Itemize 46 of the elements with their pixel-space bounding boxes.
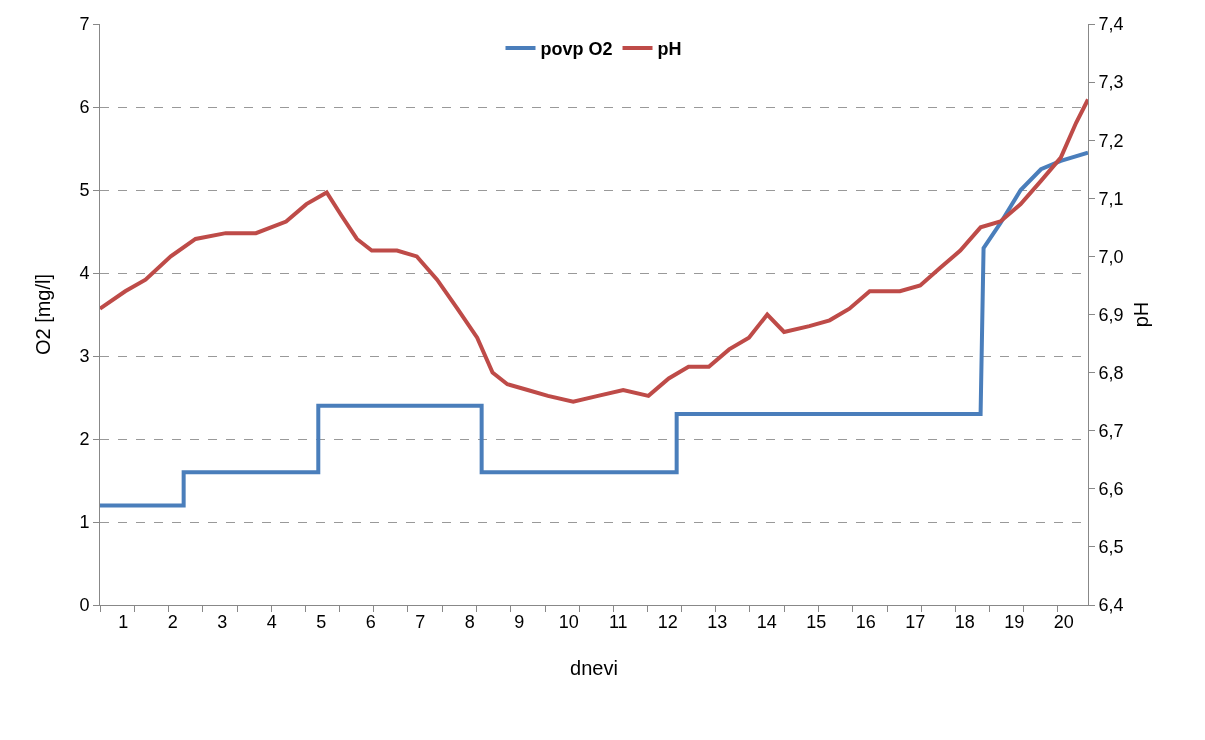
y2-tick-label: 7,4: [1098, 14, 1124, 35]
x-tick-label: 17: [905, 611, 926, 632]
x-tick-label: 5: [316, 611, 327, 632]
x-tick-label: 7: [415, 611, 426, 632]
y2-tick-label: 6,8: [1098, 362, 1124, 383]
x-tick-label: 6: [365, 611, 376, 632]
y2-tick-label: 6,6: [1098, 479, 1124, 500]
line-series: [100, 97, 1088, 404]
y-axis-title: O2 [mg/l]: [32, 273, 54, 356]
x-tick-label: 11: [608, 611, 628, 632]
x-tick-label: 20: [1053, 611, 1074, 632]
y2-tick-label: 6,7: [1098, 421, 1124, 441]
y-tick-label: 3: [79, 346, 90, 367]
x-tick-label: 8: [464, 611, 475, 632]
y2-tick-label: 7,0: [1098, 246, 1124, 267]
y2-tick-label: 6,4: [1098, 595, 1124, 616]
x-tick-label: 9: [514, 611, 525, 632]
x-tick-label: 16: [855, 611, 876, 632]
y2-tick-label: 6,9: [1098, 304, 1124, 325]
x-tick-label: 19: [1004, 611, 1025, 632]
x-tick-label: 18: [954, 611, 975, 632]
y2-tick-label: 7,1: [1098, 188, 1124, 209]
x-tick-label: 12: [657, 611, 678, 632]
y-tick-label: 0: [79, 595, 90, 616]
y2-axis-title: pH: [1130, 301, 1152, 328]
x-tick-label: 15: [806, 611, 827, 632]
y2-tick-label: 7,3: [1098, 72, 1124, 93]
x-axis-title: dnevi: [570, 657, 618, 680]
y-tick-label: 1: [79, 512, 90, 533]
x-tick-label: 10: [558, 611, 579, 632]
y-tick-label: 6: [79, 97, 90, 118]
line-series: [100, 150, 1088, 508]
legend-label: povp O2: [540, 39, 613, 60]
y-tick-label: 5: [79, 180, 90, 201]
x-tick-label: 3: [217, 611, 228, 632]
x-tick-label: 4: [266, 611, 277, 632]
x-tick-label: 13: [707, 611, 728, 632]
x-tick-label: 1: [118, 611, 129, 632]
y-tick-label: 2: [79, 429, 90, 450]
x-tick-label: 14: [756, 611, 777, 632]
y-tick-label: 4: [79, 263, 90, 284]
y2-tick-label: 7,2: [1098, 130, 1124, 151]
legend-label: pH: [657, 39, 682, 60]
y2-tick-label: 6,5: [1098, 537, 1124, 558]
y-tick-label: 7: [79, 14, 90, 35]
x-tick-label: 2: [167, 611, 178, 632]
